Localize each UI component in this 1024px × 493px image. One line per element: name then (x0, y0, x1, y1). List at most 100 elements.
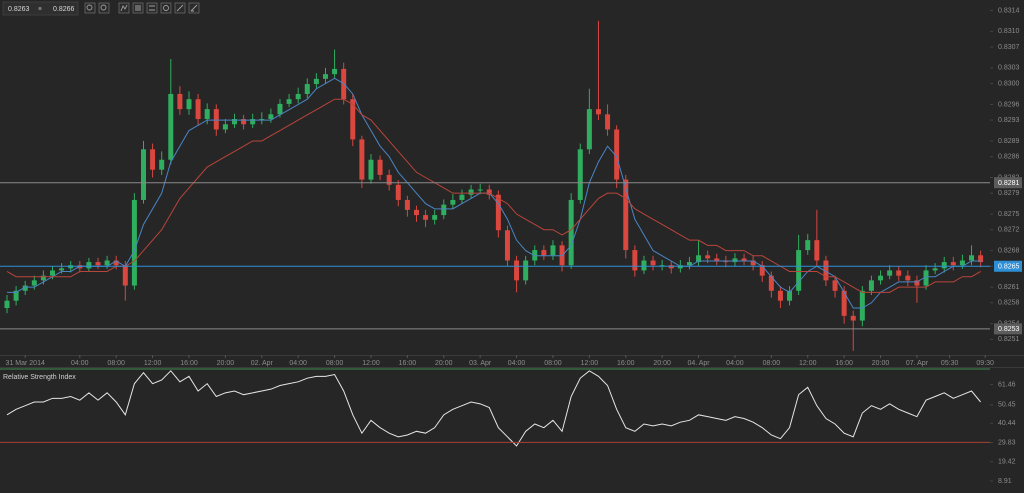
y-tick-label: 61.46 (998, 382, 1016, 389)
candle-body (959, 260, 965, 266)
candle-body (796, 250, 802, 291)
candle-body (896, 270, 902, 276)
candle-body (368, 159, 374, 180)
candle-body (550, 245, 556, 256)
candle-body (68, 265, 74, 269)
candle-body (113, 260, 119, 266)
candle-body (168, 93, 174, 160)
x-tick-label: 09:30 (976, 360, 994, 367)
y-tick-label: 0.8303 (998, 65, 1020, 72)
candle-body (969, 255, 975, 261)
candle-body (586, 109, 592, 150)
candle-body (104, 260, 110, 266)
level-label-box (994, 177, 1022, 189)
candle-body (841, 290, 847, 316)
candle-body (177, 93, 183, 110)
icon (120, 4, 128, 12)
candle-body (950, 262, 956, 266)
candle-body (304, 84, 310, 94)
candle-body (705, 255, 711, 259)
drawings-button[interactable] (146, 2, 158, 14)
candle-body (122, 265, 128, 286)
y-tick-label: 0.8251 (998, 336, 1020, 343)
candle-body (486, 189, 492, 195)
candle-body (432, 215, 438, 220)
candle-body (441, 204, 447, 216)
x-tick-label: 20:00 (435, 360, 453, 367)
level-label: 0.8253 (998, 326, 1020, 333)
candle-body (259, 119, 265, 121)
toolbar: 0.8263 0.8266 (2, 1, 200, 16)
candle-body (13, 290, 19, 301)
y-tick-label: 50.45 (998, 402, 1016, 409)
candle-body (887, 270, 893, 276)
candle-body (186, 99, 192, 110)
candle-body (295, 93, 301, 100)
candle-body (632, 250, 638, 271)
x-tick-label: 20:00 (872, 360, 890, 367)
candle-body (787, 290, 793, 301)
candle-body (404, 199, 410, 210)
x-tick-label: 03. Apr (469, 360, 492, 367)
candle-body (514, 260, 520, 281)
ask-price: 0.8266 (53, 6, 75, 13)
x-tick-label: 04. Apr (687, 360, 710, 367)
candle-body (814, 240, 820, 261)
level-label: 0.8281 (998, 180, 1020, 187)
candle-body (932, 268, 938, 271)
x-tick-label: 04:00 (71, 360, 89, 367)
candle-body (714, 258, 720, 261)
candle-body (195, 99, 201, 120)
moving-average (6, 98, 981, 293)
candle-body (377, 159, 383, 175)
candle-body (504, 230, 510, 261)
candle-body (95, 262, 101, 266)
y-tick-label: 0.8310 (998, 28, 1020, 35)
candle-body (577, 149, 583, 200)
icon (163, 5, 169, 11)
y-tick-label: 0.8279 (998, 190, 1020, 197)
candle-body (59, 268, 65, 271)
candle-body (850, 315, 856, 321)
candle-body (650, 260, 656, 266)
y-tick-label: 0.8314 (998, 7, 1020, 14)
separator-dot (38, 6, 42, 11)
y-tick-label: 40.44 (998, 420, 1016, 427)
zoom-out-button[interactable] (98, 2, 110, 14)
y-tick-label: 0.8307 (998, 44, 1020, 51)
candle-body (759, 265, 765, 276)
moving-average (7, 77, 981, 309)
candle-body (923, 270, 929, 286)
zoom-in-button[interactable] (84, 2, 96, 14)
candle-body (595, 109, 601, 115)
x-tick-label: 07. Apr (906, 360, 929, 367)
y-tick-label: 0.8289 (998, 138, 1020, 145)
settings-button[interactable] (160, 2, 172, 14)
y-tick-label: 0.8272 (998, 227, 1020, 234)
candle-body (777, 290, 783, 301)
x-tick-label: 04:00 (508, 360, 526, 367)
candle-body (231, 119, 237, 125)
candle-body (22, 285, 28, 291)
y-tick-label: 0.8261 (998, 284, 1020, 291)
candle-body (768, 275, 774, 291)
candle-body (805, 240, 811, 251)
candle-body (914, 280, 920, 286)
y-tick-label: 19.42 (998, 459, 1016, 466)
candle-body (495, 194, 501, 231)
x-tick-label: 04:00 (289, 360, 307, 367)
indicator-title: Relative Strength Index (3, 374, 76, 381)
candle-body (386, 174, 392, 185)
candle-body (605, 114, 611, 130)
candle-body (732, 258, 738, 263)
candle-body (286, 99, 292, 104)
x-tick-label: 16:00 (835, 360, 853, 367)
candle-body (623, 179, 629, 251)
candle-body (423, 215, 429, 220)
x-tick-label: 12:00 (799, 360, 817, 367)
candle-body (905, 275, 911, 281)
y-tick-label: 0.8296 (998, 101, 1020, 108)
icon (190, 4, 198, 12)
x-tick-label: 12:00 (581, 360, 599, 367)
